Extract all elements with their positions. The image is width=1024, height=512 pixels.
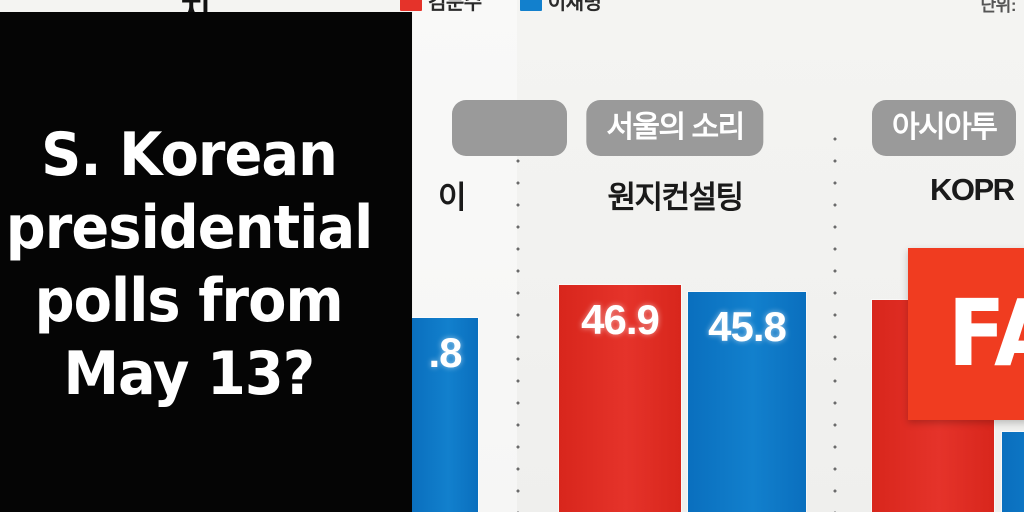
fake-stamp-badge: FA bbox=[908, 248, 1024, 420]
legend-entry-1: 이재명 bbox=[519, 0, 602, 14]
pill-3-label: 아시아투 bbox=[892, 111, 998, 144]
fake-stamp-label: FA bbox=[948, 280, 1024, 387]
chart-legend: 김문수 이재명 bbox=[0, 0, 1024, 16]
pill-2-label: 서울의 소리 bbox=[606, 111, 745, 144]
legend-label-red: 김문수 bbox=[428, 0, 482, 14]
column-divider-2 bbox=[833, 128, 837, 512]
caption-line-3: polls from bbox=[34, 266, 344, 336]
pill-2: 서울의 소리 bbox=[586, 100, 764, 156]
poll-group-1: 이 .8 bbox=[360, 0, 567, 512]
legend-label-blue: 이재명 bbox=[547, 0, 602, 14]
bar-1-blue: .8 bbox=[412, 318, 478, 512]
legend-swatch-blue bbox=[519, 0, 542, 11]
poll-group-2: 서울의 소리 원지컨설팅 46.9 45.8 bbox=[517, 0, 833, 512]
caption-line-1: S. Korean bbox=[41, 119, 338, 190]
bar-2-red-value: 46.9 bbox=[581, 296, 660, 343]
pill-3: 아시아투 bbox=[872, 100, 1017, 156]
bar-2-blue-value: 45.8 bbox=[708, 303, 787, 350]
caption-line-2: presidential bbox=[5, 192, 374, 263]
bar-3-blue bbox=[1002, 432, 1024, 512]
agency-2: 원지컨설팅 bbox=[607, 180, 744, 215]
bar-1-blue-value: .8 bbox=[428, 329, 462, 376]
legend-unit-label: 단위: bbox=[980, 0, 1017, 15]
caption-line-4: May 13? bbox=[63, 339, 316, 410]
pill-1 bbox=[452, 100, 567, 156]
agency-1: 이 bbox=[438, 180, 467, 215]
agency-3: KOPR bbox=[930, 172, 1015, 207]
bar-2-red: 46.9 bbox=[559, 285, 681, 512]
legend-entry-0: 김문수 bbox=[400, 0, 482, 13]
legend-swatch-red bbox=[400, 0, 422, 11]
bar-2-blue: 45.8 bbox=[688, 292, 806, 512]
caption-overlay: S. Korean presidential polls from May 13… bbox=[0, 12, 412, 512]
column-divider-1 bbox=[516, 128, 520, 512]
